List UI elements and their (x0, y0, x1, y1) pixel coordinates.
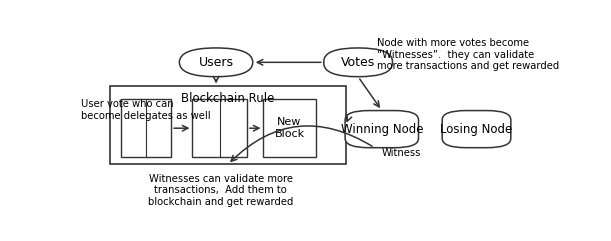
Bar (122, 100, 171, 157)
Text: Node with more votes become
“Witnesses”.  they can validate
more transactions an: Node with more votes become “Witnesses”.… (377, 38, 559, 71)
Text: Winning Node: Winning Node (340, 123, 423, 136)
Text: Blockchain Rule: Blockchain Rule (181, 92, 274, 105)
FancyBboxPatch shape (180, 48, 253, 77)
FancyBboxPatch shape (442, 111, 511, 148)
Text: Witnesses can validate more
transactions,  Add them to
blockchain and get reward: Witnesses can validate more transactions… (148, 174, 293, 207)
Text: User vote who can
become delegates as well: User vote who can become delegates as we… (81, 100, 211, 121)
Bar (109, 87, 346, 164)
FancyBboxPatch shape (324, 48, 392, 77)
Text: Witness: Witness (382, 148, 421, 158)
Text: Losing Node: Losing Node (441, 123, 513, 136)
Text: Users: Users (199, 56, 233, 69)
Text: Votes: Votes (341, 56, 375, 69)
FancyBboxPatch shape (345, 111, 419, 148)
Bar (192, 100, 247, 157)
Bar (263, 100, 315, 157)
Text: New
Block: New Block (274, 117, 304, 139)
